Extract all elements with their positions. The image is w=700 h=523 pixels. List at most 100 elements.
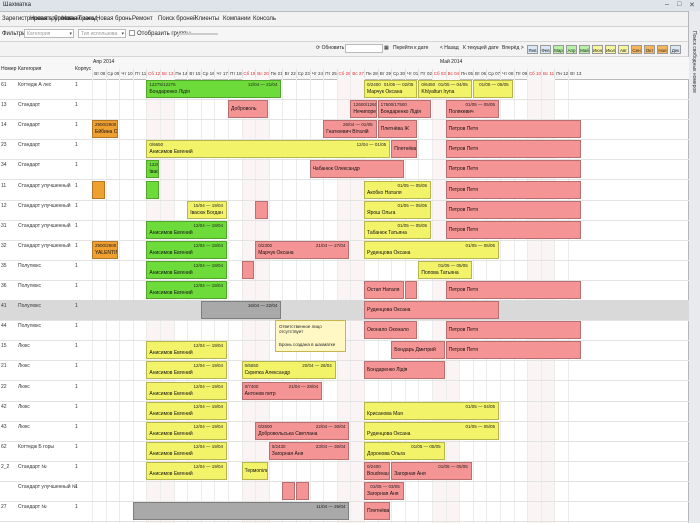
room-row[interactable]: 61 Коттедж А лес 1: [0, 79, 689, 101]
booking-bar[interactable]: 0/6650 20/04 — 28/04 Скрипка Александр: [241, 361, 336, 380]
today-button[interactable]: К текущей дате: [463, 45, 499, 51]
maximize-icon[interactable]: □: [677, 1, 682, 8]
room-row[interactable]: 35 Полулюкс 1: [0, 260, 689, 281]
booking-bar[interactable]: Термопільс: [241, 461, 268, 480]
booking-bar[interactable]: Петров Петя: [445, 200, 581, 219]
category-combo[interactable]: Категория ▾: [24, 29, 74, 38]
forward-button[interactable]: Вперёд >: [502, 45, 524, 51]
booking-bar[interactable]: 12600/12600Нечипоренко Ана: [350, 100, 377, 119]
booking-bar[interactable]: Оконало Оконало: [364, 321, 418, 340]
booking-bar[interactable]: 01/05 — 05/05 Полякевич: [445, 100, 499, 119]
room-row[interactable]: 2_2 Стандарт № 1: [0, 461, 689, 482]
booking-bar[interactable]: 15/04 — 19/04 Івасюк Богдан: [187, 200, 227, 219]
booking-bar[interactable]: Плетнёва Ж: [377, 120, 418, 139]
booking-bar[interactable]: 12/04 — 19/04 Анисимов Евгений: [146, 381, 227, 400]
menu-register-booking[interactable]: Зарегистрировать бронь: [2, 16, 71, 22]
menu-search-bookings[interactable]: Поиск броней: [158, 16, 197, 22]
booking-bar[interactable]: [92, 180, 105, 199]
booking-bar[interactable]: 01/05 — 05/05 Доронова Ольга: [364, 441, 445, 460]
booking-bar[interactable]: 12/04 — 19/04 Анисимов Евгений: [146, 341, 227, 360]
booking-bar[interactable]: Петров Петя: [445, 140, 581, 159]
close-icon[interactable]: ✕: [689, 2, 695, 9]
booking-bar[interactable]: 01/05 — 05/05 Руденцова Оксана: [364, 240, 499, 259]
booking-bar[interactable]: 01/05 — 04/05 Крисанова Мая: [364, 401, 499, 420]
booking-bar[interactable]: 12/04 — 19/04 Анисимов Евгений: [146, 361, 227, 380]
room-row[interactable]: 15 Люкс 1: [0, 340, 689, 362]
booking-bar[interactable]: 1225/1225Івасюк Богдан: [146, 160, 159, 179]
room-row[interactable]: 22 Люкс 1: [0, 381, 689, 402]
booking-bar[interactable]: 12/04 — 19/04 Анисимов Евгений: [146, 401, 227, 420]
booking-bar[interactable]: 0/2430 23/04 — 30/04 Загорная Аня: [268, 441, 350, 460]
booking-bar[interactable]: Руденцова Оксана: [364, 301, 499, 320]
booking-bar[interactable]: 01/05 — 05/05 Табанюк Татьяна: [364, 220, 431, 239]
booking-bar[interactable]: Петров Петя: [445, 160, 581, 179]
room-row[interactable]: 27 Стандарт № 1: [0, 501, 689, 523]
month-button[interactable]: Мар: [553, 45, 564, 54]
month-button[interactable]: Сен: [631, 45, 642, 54]
booking-bar[interactable]: Петров Петя: [445, 341, 581, 360]
booking-bar[interactable]: 12/04 — 19/04 Анисимов Евгений: [146, 441, 227, 460]
menu-companies[interactable]: Компании: [223, 16, 251, 22]
room-row[interactable]: 12 Стандарт улучшенный 1: [0, 200, 689, 221]
booking-bar[interactable]: 17500/17500 Бондаренко Лідія: [377, 100, 431, 119]
booking-bar[interactable]: 01/05 — 05/05 Руденцова Оксана: [364, 421, 499, 440]
menu-console[interactable]: Консоль: [253, 16, 277, 22]
room-row[interactable]: 43 Люкс 1: [0, 421, 689, 442]
back-button[interactable]: < Назад: [440, 45, 459, 51]
booking-bar[interactable]: 16/04 — 22/04: [200, 301, 282, 320]
booking-bar[interactable]: 01/05 — 05/05 Попова Татьяна: [418, 260, 472, 279]
booking-bar[interactable]: 01/05 — 03/05 Загорная Аня: [364, 482, 404, 501]
room-row[interactable]: 32 Стандарт улучшенный 1: [0, 240, 689, 261]
month-button[interactable]: Май: [579, 45, 590, 54]
zoom-slider[interactable]: [178, 33, 218, 35]
month-button[interactable]: Окт: [644, 45, 655, 54]
booking-bar[interactable]: 01/05 — 05/05 Акобко Наталя: [364, 180, 431, 199]
booking-bar[interactable]: 01/05 — 05/05: [472, 80, 513, 99]
month-button[interactable]: Дек: [670, 45, 681, 54]
room-row[interactable]: 62 Коттедж Б горы 1: [0, 441, 689, 462]
room-row[interactable]: 23 Стандарт 1: [0, 139, 689, 161]
booking-bar[interactable]: 01/05 — 05/05 Загорная Аня: [391, 461, 472, 480]
room-row[interactable]: 14 Стандарт 1: [0, 119, 689, 141]
booking-bar[interactable]: Бондаренко Лідія: [364, 361, 445, 380]
room-row[interactable]: 31 Стандарт улучшенный 1: [0, 220, 689, 241]
booking-bar[interactable]: 0/7400 21/04 — 28/04 Антонов петр: [241, 381, 323, 400]
month-button[interactable]: Июн: [592, 45, 603, 54]
menu-repair[interactable]: Ремонт: [132, 16, 153, 22]
booking-bar[interactable]: 01/05 — 05/05 Ярош Ольга: [364, 200, 431, 219]
booking-bar[interactable]: 12/04 — 19/04 Анисимов Евгений: [146, 421, 227, 440]
booking-bar[interactable]: Петров Петя: [445, 220, 581, 239]
usage-type-combo[interactable]: Тип использова ▾: [78, 29, 126, 38]
goto-date-button[interactable]: Перейти к дате: [393, 45, 429, 51]
booking-bar[interactable]: Петров Петя: [445, 180, 581, 199]
room-row[interactable]: 42 Люкс 1: [0, 401, 689, 422]
menu-new-checkin[interactable]: Новый заезд: [62, 16, 98, 22]
booking-bar[interactable]: Чабанюк Олександр: [309, 160, 404, 179]
booking-bar[interactable]: Петров Петя: [445, 281, 581, 300]
month-button[interactable]: Фев: [540, 45, 551, 54]
month-button[interactable]: Апр: [566, 45, 577, 54]
room-row[interactable]: Стандарт улучшенный № 1: [0, 481, 689, 503]
month-button[interactable]: Июл: [605, 45, 616, 54]
menu-new-group-booking[interactable]: Новая групповая бронь: [30, 16, 96, 22]
booking-bar[interactable]: 26/04 — 01/05 Гнатюевич Віталій: [323, 120, 377, 139]
booking-bar[interactable]: 12/04 — 19/04 Анисимов Евгений: [146, 240, 227, 259]
booking-bar[interactable]: 12/04 — 19/04 Анисимов Евгений: [146, 461, 227, 480]
refresh-button[interactable]: ⟳ Обновить: [316, 45, 344, 51]
room-row[interactable]: 11 Стандарт улучшенный 1: [0, 180, 689, 201]
booking-bar[interactable]: 12275/12275 12/04 — 21/04 Бондаренко Лідія: [146, 80, 282, 99]
booking-bar[interactable]: 0/2300 21/04 — 27/04 Марчук Оксана: [255, 240, 350, 259]
booking-bar[interactable]: Остап Наталя: [364, 281, 404, 300]
booking-bar[interactable]: [404, 281, 418, 300]
room-row[interactable]: 36 Полулюкс 1: [0, 280, 689, 302]
booking-bar[interactable]: Плетнёва Ж: [391, 140, 418, 159]
booking-bar[interactable]: 0/6450 01/05 — 04/05 Khlyaltun Iryna: [418, 80, 472, 99]
booking-bar[interactable]: Бондарь Дмитрий: [391, 341, 445, 360]
booking-bar[interactable]: 0/6650 12/04 — 01/05 Анисимов Евгений: [146, 140, 391, 159]
month-button[interactable]: Янв: [527, 45, 538, 54]
room-row[interactable]: 13 Стандарт 1: [0, 99, 689, 121]
booking-bar[interactable]: 12/04 — 19/04 Анисимов Евгений: [146, 281, 227, 300]
booking-bar[interactable]: Доброволь: [228, 100, 268, 119]
month-button[interactable]: Авг: [618, 45, 629, 54]
